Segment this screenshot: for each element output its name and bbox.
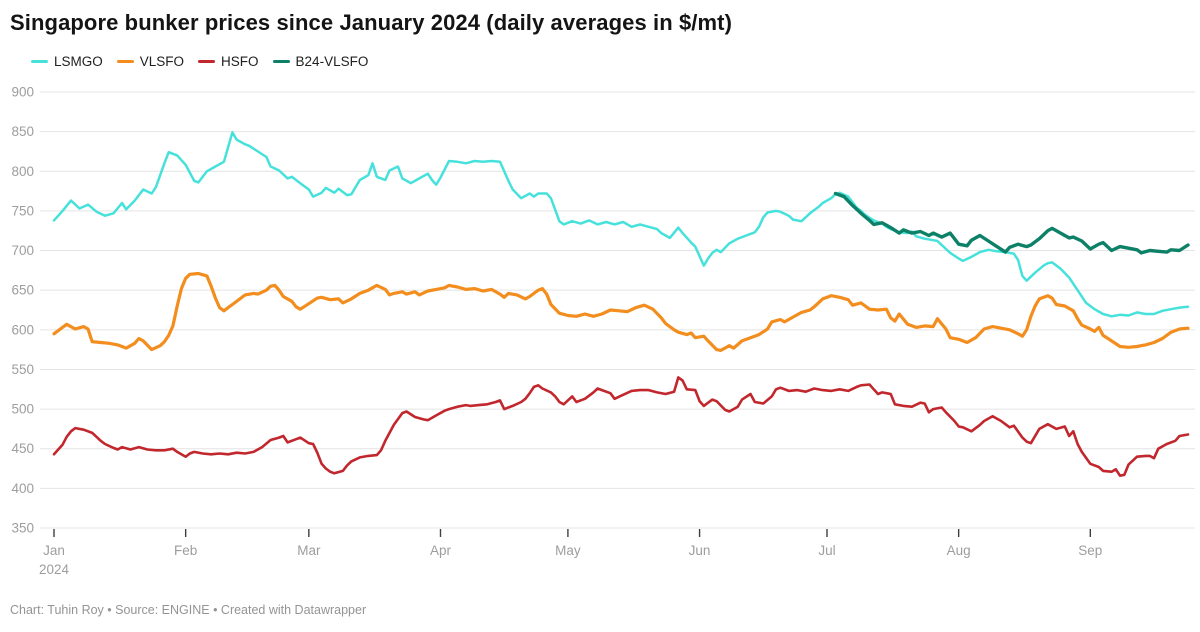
legend-label: B24-VLSFO: [295, 54, 369, 69]
legend-item-b24-vlsfo: B24-VLSFO: [272, 54, 369, 69]
legend-label: VLSFO: [139, 54, 185, 69]
x-axis-label-jul: Jul: [818, 543, 835, 558]
x-axis-label-feb: Feb: [174, 543, 197, 558]
y-axis-label-850: 850: [11, 124, 34, 139]
y-axis-label-350: 350: [11, 521, 34, 536]
x-axis-label-sep: Sep: [1078, 543, 1102, 558]
series-line-lsmgo: [52, 131, 1190, 318]
legend-label: LSMGO: [54, 54, 103, 69]
y-axis-label-750: 750: [11, 203, 34, 218]
chart-title: Singapore bunker prices since January 20…: [10, 10, 733, 35]
y-axis-label-550: 550: [11, 362, 34, 377]
legend-item-lsmgo: LSMGO: [31, 54, 103, 69]
legend-swatch-icon: [116, 59, 134, 64]
legend-swatch-icon: [272, 59, 290, 64]
x-axis-label-jan: Jan: [43, 543, 65, 558]
attribution-footer: Chart: Tuhin Roy • Source: ENGINE • Crea…: [10, 603, 367, 617]
y-axis-label-800: 800: [11, 164, 34, 179]
legend-label: HSFO: [221, 54, 259, 69]
y-axis-label-600: 600: [11, 322, 34, 337]
legend-item-hsfo: HSFO: [198, 54, 259, 69]
series-line-b24-vlsfo: [833, 191, 1190, 255]
y-axis-label-450: 450: [11, 441, 34, 456]
legend-swatch-icon: [198, 59, 216, 64]
legend: LSMGO VLSFO HSFO B24-VLSFO: [31, 54, 368, 69]
legend-item-vlsfo: VLSFO: [116, 54, 185, 69]
y-axis-label-400: 400: [11, 481, 34, 496]
y-axis-label-650: 650: [11, 283, 34, 298]
x-axis-label-apr: Apr: [430, 543, 452, 558]
y-axis-label-900: 900: [11, 85, 34, 100]
x-axis-label-mar: Mar: [297, 543, 321, 558]
x-axis-label-aug: Aug: [947, 543, 971, 558]
series-line-hsfo: [52, 376, 1190, 478]
series-line-vlsfo: [52, 271, 1190, 352]
x-axis-label-may: May: [555, 543, 581, 558]
legend-swatch-icon: [31, 59, 48, 64]
x-axis-label-jun: Jun: [689, 543, 711, 558]
x-axis-label-year: 2024: [39, 562, 70, 577]
y-axis-label-500: 500: [11, 402, 34, 417]
y-axis-label-700: 700: [11, 243, 34, 258]
